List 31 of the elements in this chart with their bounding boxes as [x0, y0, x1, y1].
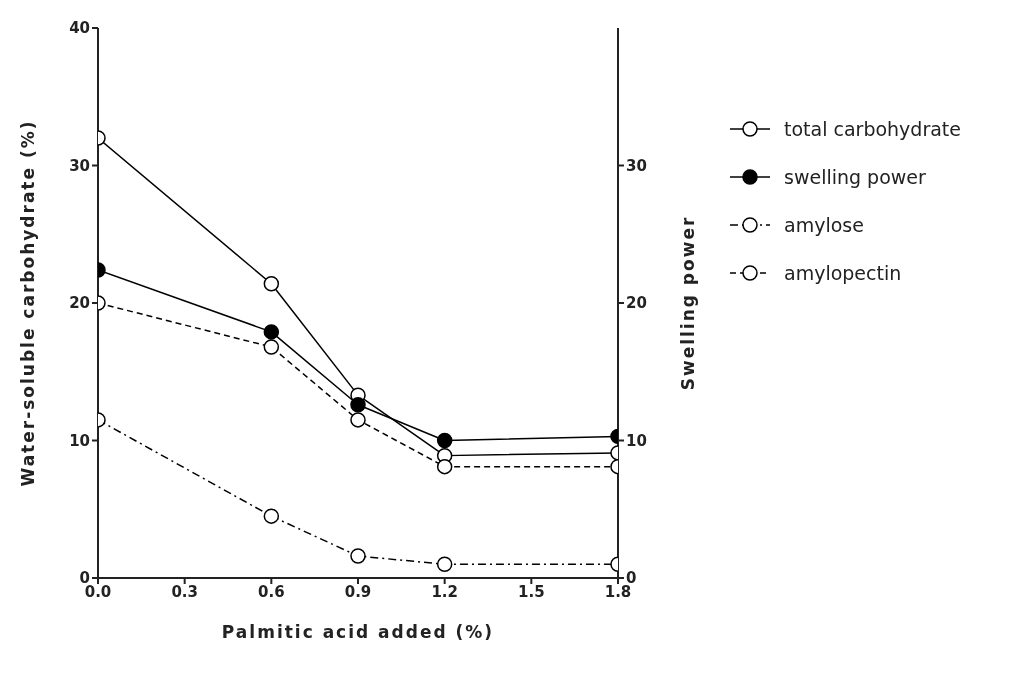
y2-tick-label: 10: [626, 431, 647, 450]
point: [263, 276, 280, 292]
x-tick-label: 0.3: [171, 582, 198, 601]
point: [350, 412, 366, 428]
x-axis-title: Palmitic acid added (%): [221, 622, 495, 642]
y-axis-title: Water-soluble carbohydrate (%): [18, 119, 39, 487]
y-tick-label: 40: [69, 19, 90, 38]
y2-tick-label: 30: [626, 156, 647, 175]
x-tick-label: 0.0: [84, 582, 112, 601]
y2-axis-title: Swelling power: [678, 215, 699, 391]
legend-label: swelling power: [784, 166, 926, 188]
point: [436, 432, 453, 449]
y-tick-label: 20: [69, 294, 90, 313]
x-tick-label: 1.2: [431, 582, 458, 601]
y-tick-label: 30: [69, 156, 90, 175]
point: [350, 397, 366, 413]
x-tick-label: 0.9: [344, 582, 372, 601]
legend-label: total carbohydrate: [784, 118, 962, 140]
y2-tick-label: 20: [626, 294, 647, 313]
point: [436, 556, 453, 572]
point: [263, 339, 280, 355]
x-tick-label: 0.6: [258, 582, 285, 601]
y-tick-label: 10: [69, 431, 90, 450]
x-tick-label: 1.5: [518, 582, 545, 601]
point: [263, 508, 280, 524]
point: [436, 458, 453, 475]
legend-label: amylose: [784, 214, 864, 236]
x-tick-label: 1.8: [604, 582, 632, 601]
point: [350, 548, 366, 564]
point: [263, 324, 280, 340]
legend-label: amylopectin: [784, 262, 902, 284]
